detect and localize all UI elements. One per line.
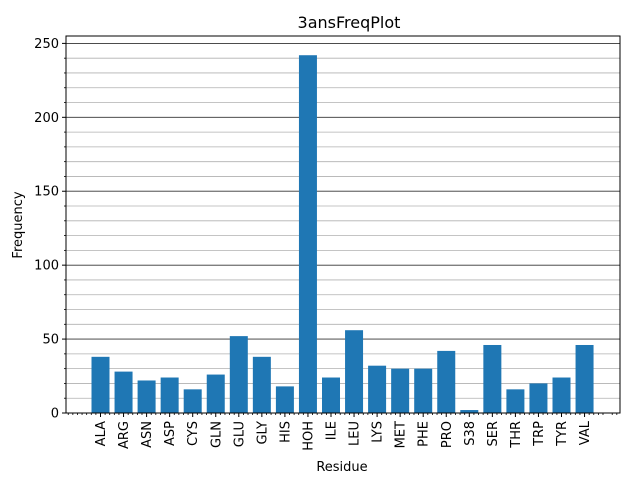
bars <box>91 55 594 414</box>
x-tick-label: ASP <box>163 421 178 446</box>
bar-arg <box>114 371 133 413</box>
y-tick-label: 150 <box>34 185 59 200</box>
bar-ala <box>91 356 110 413</box>
x-tick-label: PRO <box>440 421 455 448</box>
x-tick-label: THR <box>509 421 524 449</box>
x-tick-label: SER <box>486 421 501 447</box>
bar-trp <box>529 383 548 413</box>
plot-frame <box>65 35 621 414</box>
bar-leu <box>345 330 364 413</box>
x-tick-label: PHE <box>417 421 432 447</box>
axes: 0 50 100 150 200 250 ALA ARG ASN ASP CYS GLN GLU GLY H… <box>34 35 621 451</box>
x-tick-label: TRP <box>532 421 547 447</box>
y-tick-label: 50 <box>42 333 59 348</box>
bar-val <box>575 344 594 413</box>
bar-gly <box>252 356 271 413</box>
y-axis-label: Frequency <box>11 191 26 258</box>
x-tick-label: GLY <box>255 421 270 445</box>
y-tick-label: 100 <box>34 259 59 274</box>
x-tick-label: ILE <box>325 421 340 440</box>
x-tick-label: ALA <box>94 421 109 446</box>
bar-cys <box>183 389 202 413</box>
y-tick-label: 250 <box>34 37 59 52</box>
bar-asn <box>137 380 156 413</box>
bar-gln <box>206 374 225 413</box>
bar-phe <box>414 368 433 413</box>
x-tick-label: ARG <box>117 421 132 449</box>
bar-asp <box>160 377 179 413</box>
x-axis-label: Residue <box>316 460 367 475</box>
bar-met <box>391 368 410 413</box>
x-tick-label: CYS <box>186 421 201 446</box>
x-tick-label: ASN <box>140 421 155 448</box>
y-tick-label: 0 <box>51 407 59 422</box>
bar-hoh <box>298 55 317 414</box>
chart-title: 3ansFreqPlot <box>298 13 401 32</box>
x-tick-label: VAL <box>578 420 593 445</box>
x-tick-label: S38 <box>463 421 478 446</box>
x-tick-label: GLN <box>209 421 224 448</box>
x-tick-label: HIS <box>278 421 293 443</box>
bar-his <box>275 386 294 413</box>
bar-glu <box>229 336 248 413</box>
bar-lys <box>368 365 387 413</box>
x-tick-label: MET <box>394 421 409 448</box>
bar-tyr <box>552 377 571 413</box>
bar-pro <box>437 350 456 413</box>
bar-ser <box>483 344 502 413</box>
x-tick-label: HOH <box>301 421 316 451</box>
x-tick-label: LEU <box>348 421 363 446</box>
bar-thr <box>506 389 525 413</box>
y-tick-label: 200 <box>34 111 59 126</box>
x-tick-label: TYR <box>555 421 570 447</box>
x-tick-label: GLU <box>232 421 247 447</box>
x-tick-label: LYS <box>371 421 386 443</box>
bar-ile <box>322 377 340 413</box>
bar-s38 <box>460 410 479 413</box>
grid-lines <box>66 42 620 399</box>
